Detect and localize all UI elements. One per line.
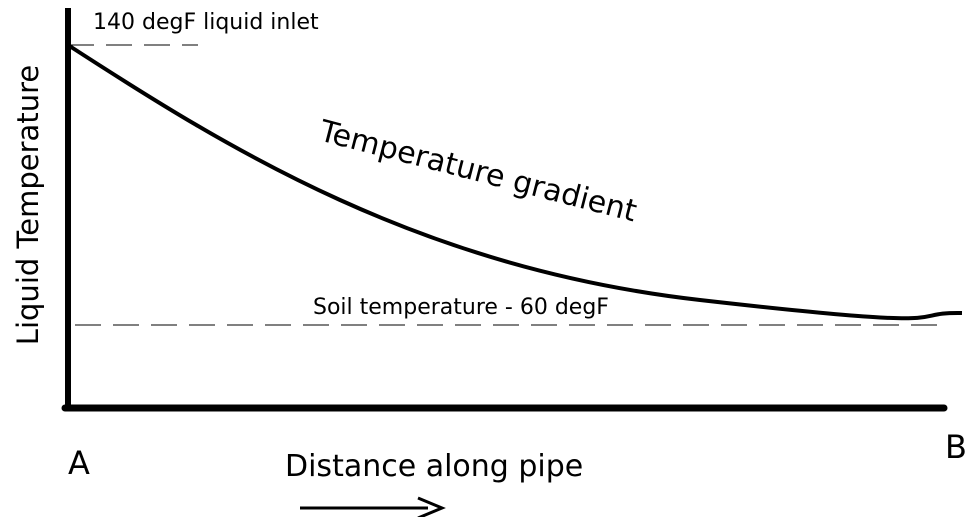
soil-label: Soil temperature - 60 degF [313,295,609,320]
direction-arrow-head [417,496,446,517]
x-axis-label: Distance along pipe [285,449,583,484]
gradient-curve [66,43,963,321]
inlet-label: 140 degF liquid inlet [93,10,319,35]
start-label: A [68,444,90,482]
y-axis-label: Liquid Temperature [11,65,45,345]
end-label: B [945,428,967,466]
